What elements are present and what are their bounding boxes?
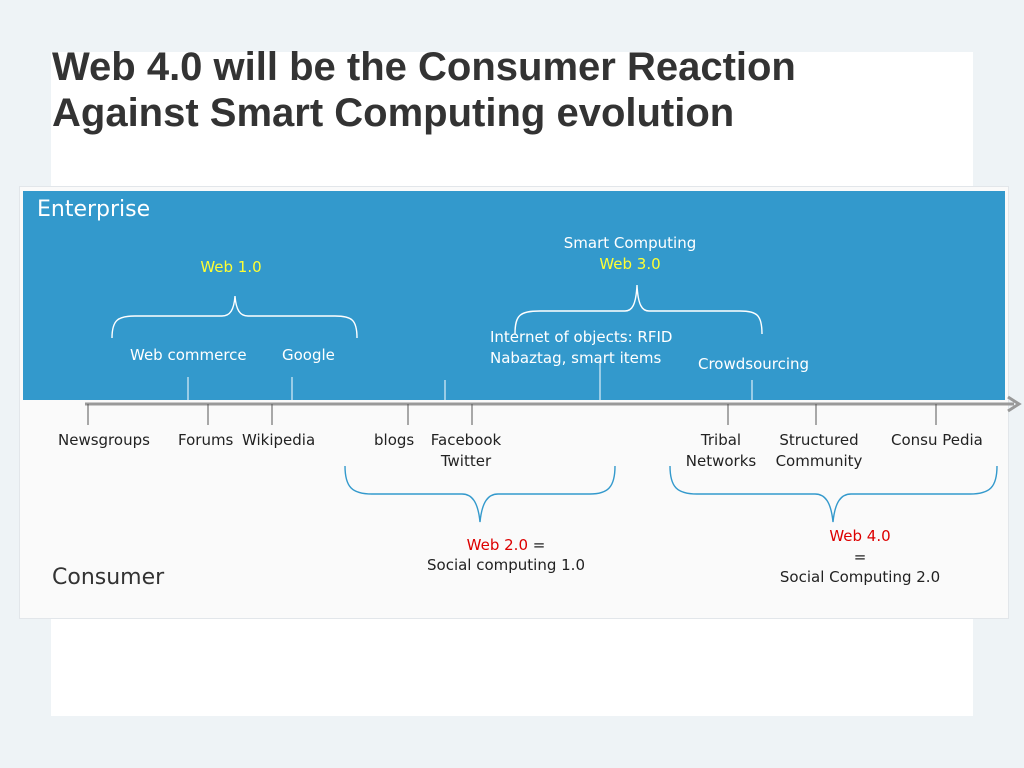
web3-label: Web 3.0	[599, 255, 661, 273]
title-line-1: Web 4.0 will be the Consumer Reaction	[52, 45, 796, 89]
web4-equals: =	[853, 548, 867, 566]
web1-label: Web 1.0	[200, 258, 262, 276]
wikipedia-label: Wikipedia	[242, 431, 316, 449]
enterprise-label: Enterprise	[37, 197, 151, 222]
web4-description: Social Computing 2.0	[779, 568, 941, 586]
timeline-arrowhead	[1007, 395, 1022, 413]
consumer-label: Consumer	[52, 565, 165, 590]
web2-label: Web 2.0	[466, 536, 528, 554]
web4-label: Web 4.0	[829, 527, 891, 545]
crowdsourcing-label: Crowdsourcing	[698, 355, 810, 373]
web1-brace	[111, 295, 358, 339]
smart-computing-label: Smart Computing	[563, 234, 697, 252]
community-label: Community	[775, 452, 863, 470]
forums-label: Forums	[178, 431, 234, 449]
iot-label-line-2: Nabaztag, smart items	[490, 349, 662, 367]
web3-brace	[514, 284, 763, 335]
google-label: Google	[282, 346, 335, 364]
newsgroups-label: Newsgroups	[58, 431, 150, 449]
networks-label: Networks	[685, 452, 757, 470]
web4-brace	[669, 465, 998, 523]
enterprise-band	[23, 191, 1005, 400]
blogs-label: blogs	[374, 431, 415, 449]
web2-description: Social computing 1.0	[426, 556, 586, 574]
web-commerce-label: Web commerce	[130, 346, 247, 364]
web2-caption-line-1: Web 2.0 =	[467, 536, 546, 554]
slide-title: Web 4.0 will be the Consumer Reaction Ag…	[52, 44, 952, 136]
facebook-label: Facebook	[430, 431, 502, 449]
web2-brace	[344, 465, 616, 523]
title-line-2: Against Smart Computing evolution	[52, 91, 735, 135]
tribal-label: Tribal	[700, 431, 742, 449]
structured-label: Structured	[779, 431, 859, 449]
web2-equals: =	[532, 536, 546, 554]
iot-label-line-1: Internet of objects: RFID	[490, 328, 673, 346]
twitter-label: Twitter	[440, 452, 492, 470]
consu-pedia-label: Consu Pedia	[891, 431, 983, 449]
